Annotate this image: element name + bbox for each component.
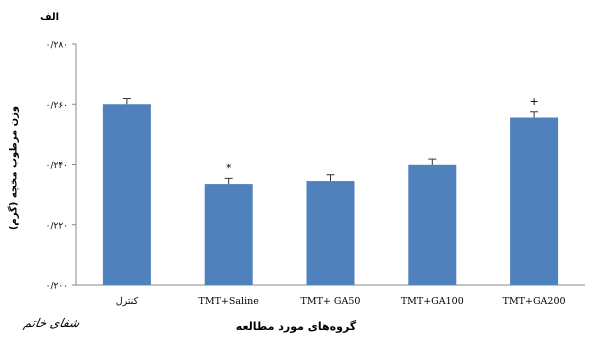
x-tick-label: کنترل	[116, 296, 139, 307]
x-tick-label: TMT+GA100	[401, 296, 464, 307]
significance-marker: +	[529, 95, 538, 108]
bar	[408, 164, 457, 285]
x-tick-label: TMT+ GA50	[301, 296, 361, 307]
x-axis-title: گروه‌های مورد مطالعه	[235, 320, 357, 333]
y-axis-title: وزن مرطوب مخچه (گرم)	[8, 105, 20, 231]
y-tick-label: ۰/۲۲۰	[46, 221, 68, 231]
bar	[306, 181, 355, 285]
panel-label: الف	[40, 12, 60, 23]
bar	[102, 104, 151, 285]
y-tick-label: ۰/۲۶۰	[46, 101, 68, 111]
journal-logo: شفای خاتم	[22, 316, 81, 330]
significance-marker: *	[226, 161, 232, 174]
y-tick-label: ۰/۲۸۰	[46, 41, 68, 51]
x-tick-label: TMT+GA200	[503, 296, 566, 307]
y-tick-label: ۰/۲۴۰	[46, 161, 68, 171]
x-tick-label: TMT+Saline	[199, 296, 260, 307]
y-tick-label: ۰/۲۰۰	[46, 282, 68, 292]
bar	[510, 117, 559, 285]
bar	[204, 184, 253, 285]
